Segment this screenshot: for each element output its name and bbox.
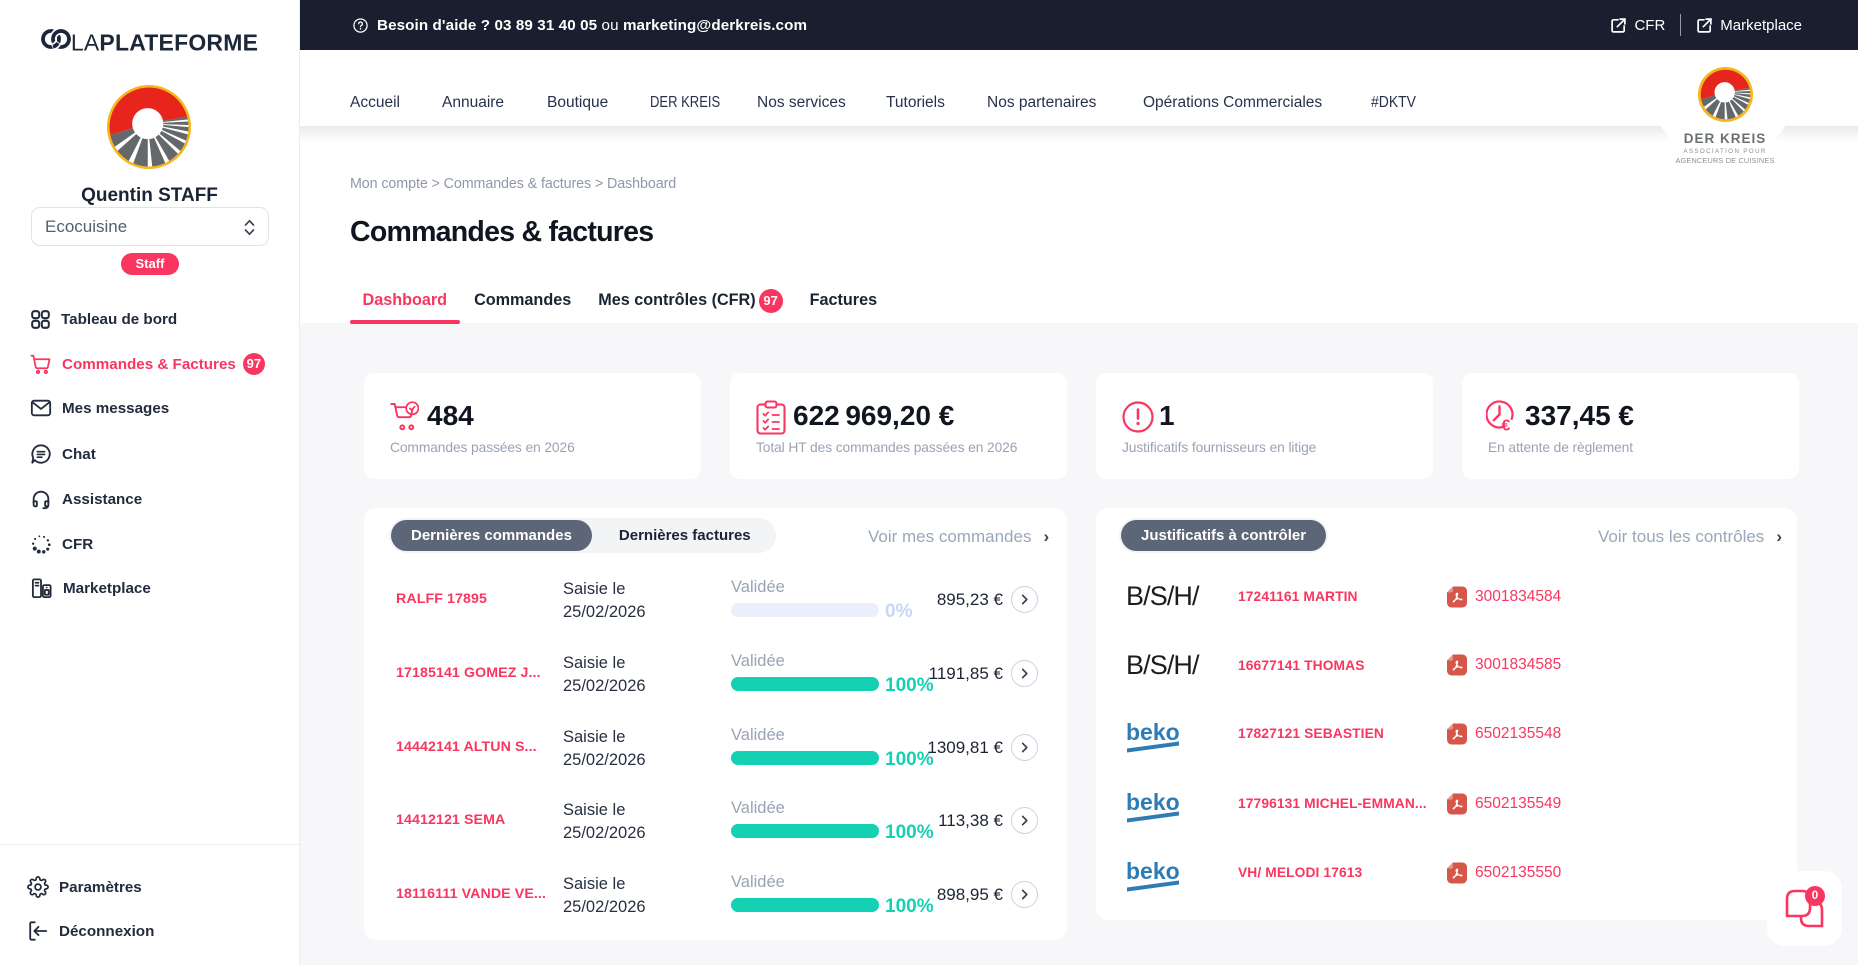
svg-text:€: € (1502, 418, 1511, 433)
svg-text:beko: beko (1126, 858, 1180, 884)
svg-text:beko: beko (1126, 789, 1180, 815)
svg-text:beko: beko (1126, 719, 1180, 745)
